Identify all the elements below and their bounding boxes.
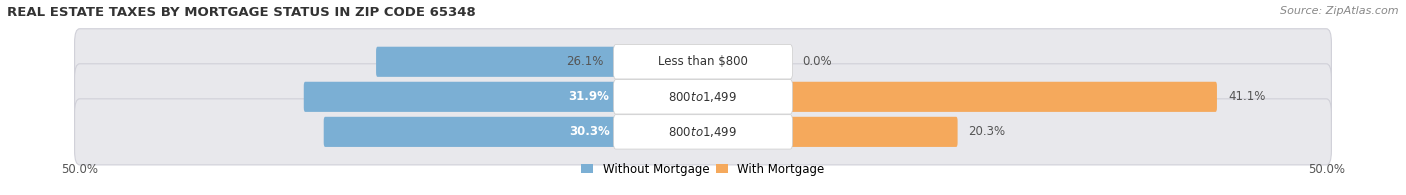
FancyBboxPatch shape: [75, 29, 1331, 95]
Text: 20.3%: 20.3%: [969, 125, 1005, 138]
FancyBboxPatch shape: [75, 99, 1331, 165]
FancyBboxPatch shape: [789, 82, 1218, 112]
FancyBboxPatch shape: [304, 82, 617, 112]
Text: REAL ESTATE TAXES BY MORTGAGE STATUS IN ZIP CODE 65348: REAL ESTATE TAXES BY MORTGAGE STATUS IN …: [7, 6, 475, 19]
Text: 31.9%: 31.9%: [568, 90, 609, 103]
Text: 26.1%: 26.1%: [565, 55, 603, 68]
Legend: Without Mortgage, With Mortgage: Without Mortgage, With Mortgage: [581, 163, 825, 176]
Text: 30.3%: 30.3%: [569, 125, 609, 138]
Text: Less than $800: Less than $800: [658, 55, 748, 68]
FancyBboxPatch shape: [375, 47, 617, 77]
FancyBboxPatch shape: [323, 117, 617, 147]
FancyBboxPatch shape: [75, 64, 1331, 130]
Text: $800 to $1,499: $800 to $1,499: [668, 90, 738, 104]
FancyBboxPatch shape: [613, 115, 793, 149]
Text: 0.0%: 0.0%: [803, 55, 832, 68]
Text: Source: ZipAtlas.com: Source: ZipAtlas.com: [1281, 6, 1399, 16]
Text: $800 to $1,499: $800 to $1,499: [668, 125, 738, 139]
FancyBboxPatch shape: [613, 80, 793, 114]
FancyBboxPatch shape: [613, 45, 793, 79]
FancyBboxPatch shape: [789, 117, 957, 147]
Text: 41.1%: 41.1%: [1227, 90, 1265, 103]
